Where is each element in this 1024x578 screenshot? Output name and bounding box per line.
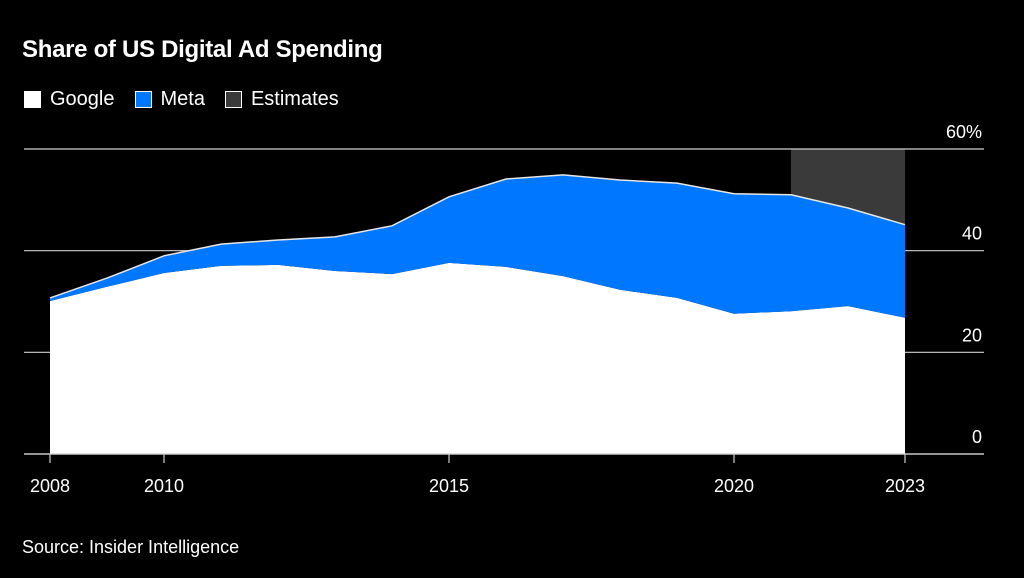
area-google (50, 262, 905, 454)
total-outline (49, 174, 906, 299)
legend-label-google: Google (50, 88, 115, 110)
y-tick-label: 40 (962, 224, 982, 244)
x-tick-label: 2010 (144, 476, 184, 496)
y-tick-label: 20 (962, 325, 982, 345)
x-tick-label: 2015 (429, 476, 469, 496)
legend-swatch-google (24, 91, 41, 108)
legend-swatch-estimates (224, 91, 242, 108)
legend: Google Meta Estimates (24, 88, 359, 111)
x-tick-label: 2023 (885, 476, 925, 496)
x-tick-label: 2008 (30, 476, 70, 496)
source-note: Source: Insider Intelligence (22, 537, 240, 557)
legend-swatch-meta (134, 91, 152, 108)
y-tick-label: 60% (946, 122, 982, 142)
area-meta (50, 174, 905, 318)
legend-item-meta: Meta (134, 88, 205, 111)
y-tick-label: 0 (972, 427, 982, 447)
legend-item-google: Google (24, 88, 115, 111)
x-tick-label: 2020 (714, 476, 754, 496)
legend-item-estimates: Estimates (224, 88, 339, 111)
legend-label-estimates: Estimates (250, 88, 339, 110)
chart-title: Share of US Digital Ad Spending (22, 36, 383, 63)
legend-label-meta: Meta (160, 88, 205, 110)
